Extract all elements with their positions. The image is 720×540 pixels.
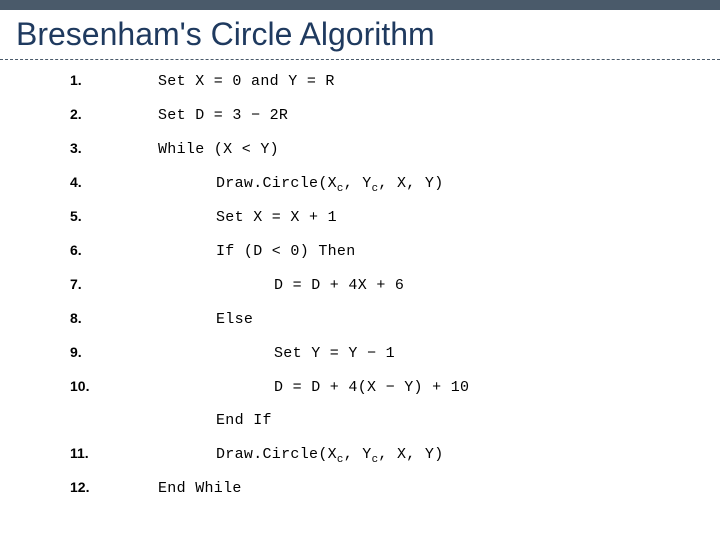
- step-number: 5.: [70, 208, 116, 224]
- step-number: 3.: [70, 140, 116, 156]
- step-text: Set Y = Y − 1: [116, 345, 395, 362]
- step-text: End If: [116, 412, 272, 429]
- algorithm-body: 1.Set X = 0 and Y = R2.Set D = 3 − 2R3.W…: [0, 72, 720, 497]
- step-number: 6.: [70, 242, 116, 258]
- step-text: Draw.Circle(Xc, Yc, X, Y): [116, 175, 444, 192]
- step-text: End While: [116, 480, 242, 497]
- step-text: Else: [116, 311, 253, 328]
- algo-row: 6.If (D < 0) Then: [70, 242, 720, 260]
- step-number: 4.: [70, 174, 116, 190]
- step-number: 2.: [70, 106, 116, 122]
- step-text: D = D + 4X + 6: [116, 277, 404, 294]
- step-text: While (X < Y): [116, 141, 279, 158]
- algo-row: 8.Else: [70, 310, 720, 328]
- algo-row: 1.Set X = 0 and Y = R: [70, 72, 720, 90]
- algo-row: 5.Set X = X + 1: [70, 208, 720, 226]
- algo-row: 4.Draw.Circle(Xc, Yc, X, Y): [70, 174, 720, 192]
- algo-row: 3.While (X < Y): [70, 140, 720, 158]
- step-number: 10.: [70, 378, 116, 394]
- title-divider: [0, 59, 720, 60]
- step-number: 7.: [70, 276, 116, 292]
- slide-title: Bresenham's Circle Algorithm: [0, 10, 720, 55]
- algo-row: 10.D = D + 4(X − Y) + 10: [70, 378, 720, 396]
- step-number: 8.: [70, 310, 116, 326]
- step-text: If (D < 0) Then: [116, 243, 356, 260]
- algo-row: 2.Set D = 3 − 2R: [70, 106, 720, 124]
- slide-top-bar: [0, 0, 720, 10]
- step-text: Set X = 0 and Y = R: [116, 73, 335, 90]
- algo-row: End If: [70, 412, 720, 429]
- step-text: Draw.Circle(Xc, Yc, X, Y): [116, 446, 444, 463]
- algo-row: 12.End While: [70, 479, 720, 497]
- step-number: 1.: [70, 72, 116, 88]
- step-number: 11.: [70, 445, 116, 461]
- step-text: D = D + 4(X − Y) + 10: [116, 379, 469, 396]
- step-text: Set X = X + 1: [116, 209, 337, 226]
- step-number: 9.: [70, 344, 116, 360]
- algo-row: 7.D = D + 4X + 6: [70, 276, 720, 294]
- algo-row: 9.Set Y = Y − 1: [70, 344, 720, 362]
- step-number: 12.: [70, 479, 116, 495]
- algo-row: 11.Draw.Circle(Xc, Yc, X, Y): [70, 445, 720, 463]
- step-text: Set D = 3 − 2R: [116, 107, 288, 124]
